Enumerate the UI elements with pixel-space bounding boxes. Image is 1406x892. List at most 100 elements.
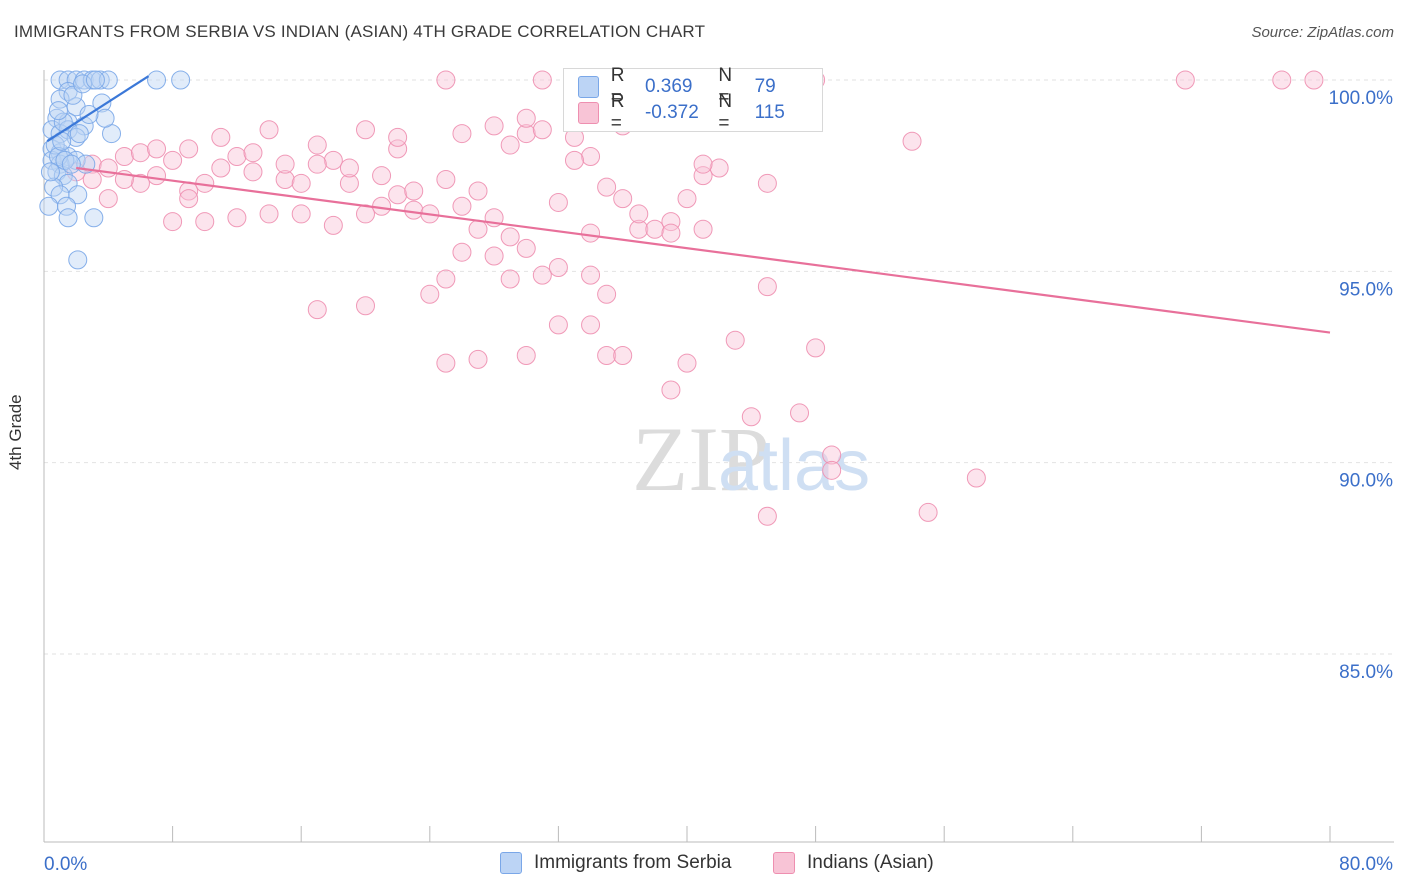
legend-n-label: N =: [718, 65, 733, 108]
point-indian: [532, 265, 552, 285]
point-indian: [436, 70, 456, 90]
point-indian: [404, 181, 424, 201]
point-indian: [1304, 70, 1324, 90]
point-indian: [468, 349, 488, 369]
point-indian: [661, 212, 681, 232]
point-indian: [147, 139, 167, 159]
point-indian: [452, 124, 472, 144]
point-serbia: [171, 70, 191, 90]
y-tick-label: 90.0%: [1339, 471, 1393, 492]
source-label: Source: ZipAtlas.com: [1251, 24, 1394, 41]
point-indian: [147, 166, 167, 186]
point-serbia: [58, 70, 78, 90]
point-serbia: [92, 93, 112, 113]
point-serbia: [73, 74, 93, 94]
point-indian: [452, 242, 472, 262]
point-indian: [404, 200, 424, 220]
point-indian: [195, 212, 215, 232]
point-indian: [500, 135, 520, 155]
legend-r-value-serbia: 0.369: [644, 76, 693, 97]
legend-n-label: N =: [718, 91, 733, 134]
point-indian: [227, 147, 247, 167]
point-serbia: [40, 162, 60, 182]
point-indian: [741, 407, 761, 427]
point-indian: [629, 204, 649, 224]
point-indian: [356, 120, 375, 140]
y-tick-label: 85.0%: [1339, 662, 1393, 683]
point-indian: [339, 173, 359, 193]
trend-line-serbia: [46, 75, 150, 143]
point-indian: [388, 139, 408, 159]
trend-line-indian: [76, 166, 1331, 334]
point-indian: [613, 346, 633, 366]
legend-n-value-serbia: 79: [754, 76, 776, 97]
series-legend-indian[interactable]: Indians (Asian): [773, 852, 934, 874]
point-indian: [581, 315, 601, 335]
point-indian: [243, 143, 263, 163]
point-serbia: [39, 196, 59, 216]
point-indian: [661, 223, 681, 243]
point-indian: [500, 227, 520, 247]
point-indian: [629, 219, 649, 239]
trend-lines: [46, 75, 1331, 334]
point-serbia: [85, 70, 105, 90]
legend-swatch-serbia: [578, 76, 599, 98]
point-indian: [790, 403, 810, 423]
point-indian: [516, 124, 536, 144]
point-serbia: [48, 101, 68, 121]
data-points: [39, 70, 1324, 526]
legend: R = 0.369 N = 79 R = -0.372 N = 115: [563, 65, 823, 134]
point-indian: [725, 330, 745, 350]
point-indian: [757, 277, 777, 297]
point-indian: [227, 208, 247, 228]
point-indian: [902, 131, 922, 151]
point-indian: [339, 158, 359, 178]
point-indian: [581, 265, 601, 285]
point-indian: [275, 169, 295, 189]
point-indian: [822, 460, 842, 480]
point-indian: [323, 215, 343, 235]
point-indian: [163, 150, 183, 170]
legend-row-serbia: R = 0.369 N = 79: [578, 65, 822, 108]
point-indian: [516, 108, 536, 128]
point-indian: [98, 158, 118, 178]
point-indian: [259, 204, 279, 224]
point-indian: [548, 192, 568, 212]
point-indian: [420, 284, 440, 304]
legend-r-label: R =: [610, 65, 625, 108]
y-tick-label: 95.0%: [1339, 279, 1393, 300]
point-indian: [130, 173, 150, 193]
legend-r-label: R =: [610, 91, 625, 134]
point-indian: [307, 135, 327, 155]
point-indian: [693, 219, 713, 239]
point-indian: [114, 147, 134, 167]
point-indian: [1272, 70, 1292, 90]
point-indian: [661, 380, 681, 400]
point-indian: [822, 445, 842, 465]
point-indian: [468, 181, 488, 201]
series-swatch-indian: [773, 852, 795, 874]
point-indian: [757, 173, 777, 193]
series-legend-serbia[interactable]: Immigrants from Serbia: [500, 852, 731, 874]
point-indian: [548, 315, 568, 335]
point-indian: [211, 158, 231, 178]
point-indian: [356, 296, 375, 316]
point-indian: [484, 116, 504, 136]
point-indian: [645, 219, 665, 239]
y-axis-label: 4th Grade: [6, 394, 25, 470]
point-serbia: [95, 108, 115, 128]
point-indian: [436, 169, 456, 189]
point-indian: [179, 139, 199, 159]
chart-title: IMMIGRANTS FROM SERBIA VS INDIAN (ASIAN)…: [14, 22, 706, 41]
point-indian: [388, 127, 408, 147]
point-indian: [468, 219, 488, 239]
point-indian: [388, 185, 408, 205]
point-indian: [500, 269, 520, 289]
point-serbia: [84, 208, 104, 228]
x-tick-label: 0.0%: [44, 854, 87, 875]
point-serbia: [50, 70, 70, 90]
point-indian: [98, 189, 118, 209]
point-serbia: [69, 124, 89, 144]
legend-n-value-indian: 115: [754, 102, 785, 123]
